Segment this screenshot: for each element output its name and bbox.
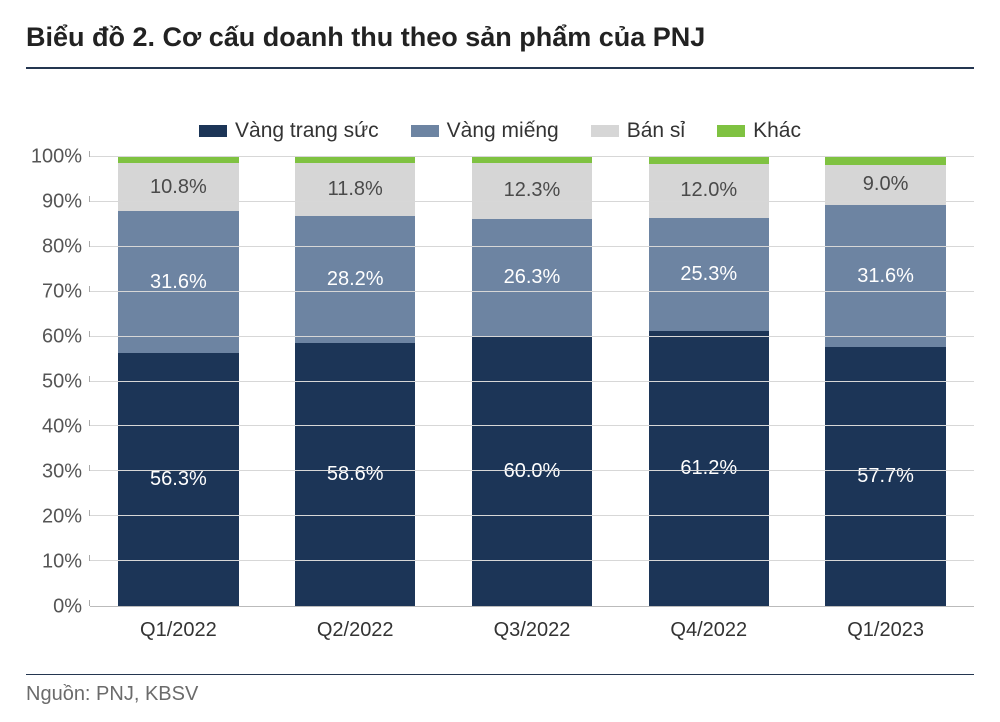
x-tick-label: Q2/2022 (267, 607, 444, 642)
bar-column: 60.0%26.3%12.3% (472, 157, 592, 606)
segment-value-label: 61.2% (680, 457, 737, 480)
y-tick-mark (89, 555, 90, 561)
y-tick-label: 60% (18, 326, 82, 349)
bar-segment-ban_si: 9.0% (825, 165, 945, 205)
y-tick-label: 40% (18, 416, 82, 439)
legend-item-ban_si: Bán sỉ (591, 119, 685, 143)
x-axis: Q1/2022Q2/2022Q3/2022Q4/2022Q1/2023 (90, 607, 974, 642)
legend-label: Vàng miếng (447, 119, 559, 143)
y-tick-mark (89, 376, 90, 382)
y-tick-mark (89, 510, 90, 516)
legend-label: Bán sỉ (627, 119, 685, 143)
legend-label: Vàng trang sức (235, 119, 379, 143)
legend-swatch-icon (199, 125, 227, 137)
bar-segment-khac (649, 157, 769, 164)
segment-value-label: 25.3% (680, 263, 737, 286)
grid-line (90, 201, 974, 202)
segment-value-label: 12.3% (504, 179, 561, 202)
legend-swatch-icon (717, 125, 745, 137)
x-tick-label: Q1/2023 (797, 607, 974, 642)
bar-column: 58.6% 28.2% 11.8% (295, 157, 415, 606)
bar-column: 61.2% 25.3% 12.0% (649, 157, 769, 606)
y-tick-mark (89, 151, 90, 157)
segment-value-label: 26.3% (504, 266, 561, 289)
bar-segment-ban_si: 12.0% (649, 164, 769, 218)
bar-segment-vang_mieng: 31.6% (825, 205, 945, 347)
bar-column: 57.7% 31.6% 9.0% (825, 157, 945, 606)
y-tick-mark (89, 465, 90, 471)
legend-label: Khác (753, 119, 801, 143)
y-tick-label: 100% (18, 146, 82, 169)
segment-value-label: 12.0% (680, 179, 737, 202)
y-tick-mark (89, 286, 90, 292)
bar-segment-vang_trang_suc: 56.3% (118, 353, 238, 606)
grid-line (90, 156, 974, 157)
grid-line (90, 515, 974, 516)
segment-value-label: 31.6% (857, 265, 914, 288)
y-axis: 0%10%20%30%40%50%60%70%80%90%100% (26, 157, 90, 607)
y-tick-label: 90% (18, 191, 82, 214)
y-tick-label: 10% (18, 551, 82, 574)
x-tick-label: Q4/2022 (620, 607, 797, 642)
segment-value-label: 11.8% (328, 178, 383, 201)
bar-segment-ban_si: 12.3% (472, 163, 592, 218)
segment-value-label: 56.3% (150, 468, 207, 491)
segment-value-label: 10.8% (150, 176, 207, 199)
source-note: Nguồn: PNJ, KBSV (26, 674, 974, 706)
y-tick-label: 30% (18, 461, 82, 484)
bar-column: 56.3% 31.6% 10.8% (118, 157, 238, 606)
segment-value-label: 9.0% (863, 173, 909, 196)
grid-line (90, 291, 974, 292)
grid-line (90, 246, 974, 247)
chart-area: 0%10%20%30%40%50%60%70%80%90%100% 56.3% 3… (26, 157, 974, 642)
y-tick-mark (89, 420, 90, 426)
legend: Vàng trang sức Vàng miếng Bán sỉ Khác (26, 119, 974, 143)
grid-line (90, 381, 974, 382)
x-tick-label: Q3/2022 (444, 607, 621, 642)
bar-segment-vang_trang_suc: 58.6% (295, 343, 415, 606)
y-tick-mark (89, 196, 90, 202)
chart-container: Biểu đồ 2. Cơ cấu doanh thu theo sản phẩ… (0, 0, 1000, 722)
legend-swatch-icon (411, 125, 439, 137)
segment-value-label: 57.7% (857, 465, 914, 488)
bars-layer: 56.3%31.6%10.8%58.6%28.2%11.8%60.0%26.3%… (90, 157, 974, 606)
grid-line (90, 336, 974, 337)
bar-segment-khac (825, 157, 945, 165)
bar-segment-vang_mieng: 28.2% (295, 216, 415, 343)
bar-segment-vang_mieng: 26.3% (472, 219, 592, 337)
title-block: Biểu đồ 2. Cơ cấu doanh thu theo sản phẩ… (26, 22, 974, 69)
bar-segment-vang_trang_suc: 61.2% (649, 331, 769, 606)
grid-line (90, 425, 974, 426)
bar-segment-vang_trang_suc: 57.7% (825, 347, 945, 606)
bar-segment-vang_mieng: 31.6% (118, 211, 238, 353)
legend-item-vang_mieng: Vàng miếng (411, 119, 559, 143)
y-tick-label: 70% (18, 281, 82, 304)
legend-item-vang_trang_suc: Vàng trang sức (199, 119, 379, 143)
legend-item-khac: Khác (717, 119, 801, 143)
y-tick-label: 80% (18, 236, 82, 259)
legend-swatch-icon (591, 125, 619, 137)
y-tick-mark (89, 241, 90, 247)
y-tick-mark (89, 600, 90, 606)
x-tick-label: Q1/2022 (90, 607, 267, 642)
grid-line (90, 560, 974, 561)
y-tick-mark (89, 331, 90, 337)
bar-segment-vang_mieng: 25.3% (649, 218, 769, 332)
segment-value-label: 28.2% (327, 268, 384, 291)
y-tick-label: 20% (18, 506, 82, 529)
y-tick-label: 50% (18, 371, 82, 394)
plot-area: 56.3%31.6%10.8%58.6%28.2%11.8%60.0%26.3%… (90, 157, 974, 607)
chart-title: Biểu đồ 2. Cơ cấu doanh thu theo sản phẩ… (26, 22, 974, 53)
plot: 0%10%20%30%40%50%60%70%80%90%100% 56.3% 3… (26, 157, 974, 607)
segment-value-label: 58.6% (327, 463, 384, 486)
bar-segment-ban_si: 11.8% (295, 163, 415, 216)
y-tick-label: 0% (18, 596, 82, 619)
bar-segment-ban_si: 10.8% (118, 163, 238, 211)
grid-line (90, 470, 974, 471)
